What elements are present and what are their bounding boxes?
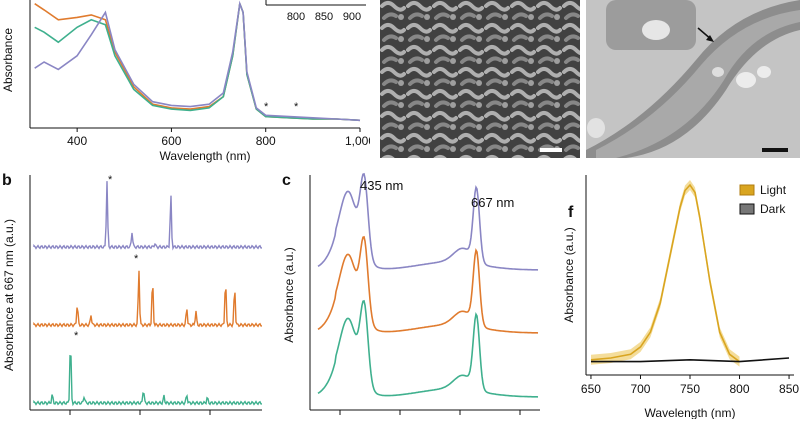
sem-texture [380, 0, 580, 158]
panel-c-chart: c 435 nm 667 nm Absorbance (a.u.) [282, 172, 540, 415]
tem-scale-bar [762, 148, 788, 152]
panel-c-series-3 [317, 299, 539, 398]
panel-f-series-light [590, 183, 740, 363]
panel-f-series-dark [591, 357, 790, 363]
panel-f: f 650 700 750 800 850 Wavelength (nm) Absorb… [558, 165, 800, 420]
panel-c-ylabel: Absorbance (a.u.) [282, 247, 296, 342]
panel-c-series-2 [317, 235, 539, 334]
panel-c-letter: c [282, 172, 291, 189]
panel-a-series-2 [34, 3, 361, 122]
panel-b-star-3: * [74, 330, 79, 342]
panel-b: b * * * Absorbance at 667 nm (a.u.) [0, 165, 270, 419]
tem-texture [586, 0, 800, 158]
panel-b-star-2: * [134, 253, 139, 265]
panel-f-x-tick-label-3: 750 [680, 382, 700, 396]
panel-f-letter: f [568, 204, 574, 221]
panel-f-x-tick-label-1: 650 [581, 382, 601, 396]
panel-a-star-2: * [294, 101, 299, 113]
panel-c: c 435 nm 667 nm Absorbance (a.u.) [278, 165, 550, 419]
panel-b-series-3 [33, 354, 262, 407]
panel-a: 400 600 800 1,000 * * Wavelength (nm) Absor… [0, 0, 375, 165]
panel-c-peak1-label: 435 nm [360, 178, 403, 193]
panel-b-series-1 [33, 181, 262, 251]
legend-light-swatch [739, 184, 755, 196]
panel-a-chart: 400 600 800 1,000 * * Wavelength (nm) Absor… [1, 0, 375, 163]
panel-f-x-tick-label-5: 850 [779, 382, 799, 396]
panel-f-ylabel: Absorbance (a.u.) [562, 227, 576, 322]
panel-b-series-2 [33, 270, 262, 328]
panel-f-x-tick-label-2: 700 [630, 382, 650, 396]
panel-a-star-1: * [264, 101, 269, 113]
panel-c-series-1 [317, 172, 539, 271]
legend-dark-swatch [739, 203, 755, 215]
panel-f-chart: f 650 700 750 800 850 Wavelength (nm) Absorb… [562, 175, 799, 420]
panel-a-ylabel: Absorbance [1, 28, 15, 92]
legend-dark-label: Dark [760, 202, 786, 216]
panel-a-inset-tick-3: 900 [343, 11, 361, 23]
panel-b-chart: b * * * Absorbance at 667 nm (a.u.) [2, 172, 262, 415]
panel-c-peak2-label: 667 nm [471, 195, 514, 210]
panel-a-series-1 [34, 3, 361, 122]
panel-a-x-tick-label-3: 800 [256, 134, 276, 148]
panel-f-light-band [591, 180, 740, 367]
panel-f-xlabel: Wavelength (nm) [645, 406, 736, 419]
sem-micrograph [380, 0, 580, 158]
panel-a-x-tick-label-4: 1,000 [345, 134, 370, 148]
panel-b-letter: b [2, 172, 12, 189]
panel-a-inset-tick-2: 850 [315, 11, 333, 23]
panel-f-x-tick-label-4: 800 [730, 382, 750, 396]
panel-a-x-tick-label-2: 600 [161, 134, 181, 148]
panel-b-star-1: * [108, 174, 113, 186]
panel-b-ylabel: Absorbance at 667 nm (a.u.) [2, 219, 16, 371]
panel-a-series-3 [34, 0, 361, 122]
tem-micrograph [586, 0, 800, 158]
panel-a-x-tick-label-1: 400 [67, 134, 87, 148]
sem-scale-bar [540, 148, 562, 152]
panel-a-xlabel: Wavelength (nm) [160, 149, 251, 163]
legend-light-label: Light [760, 183, 787, 197]
panel-a-inset-tick-1: 800 [287, 11, 305, 23]
